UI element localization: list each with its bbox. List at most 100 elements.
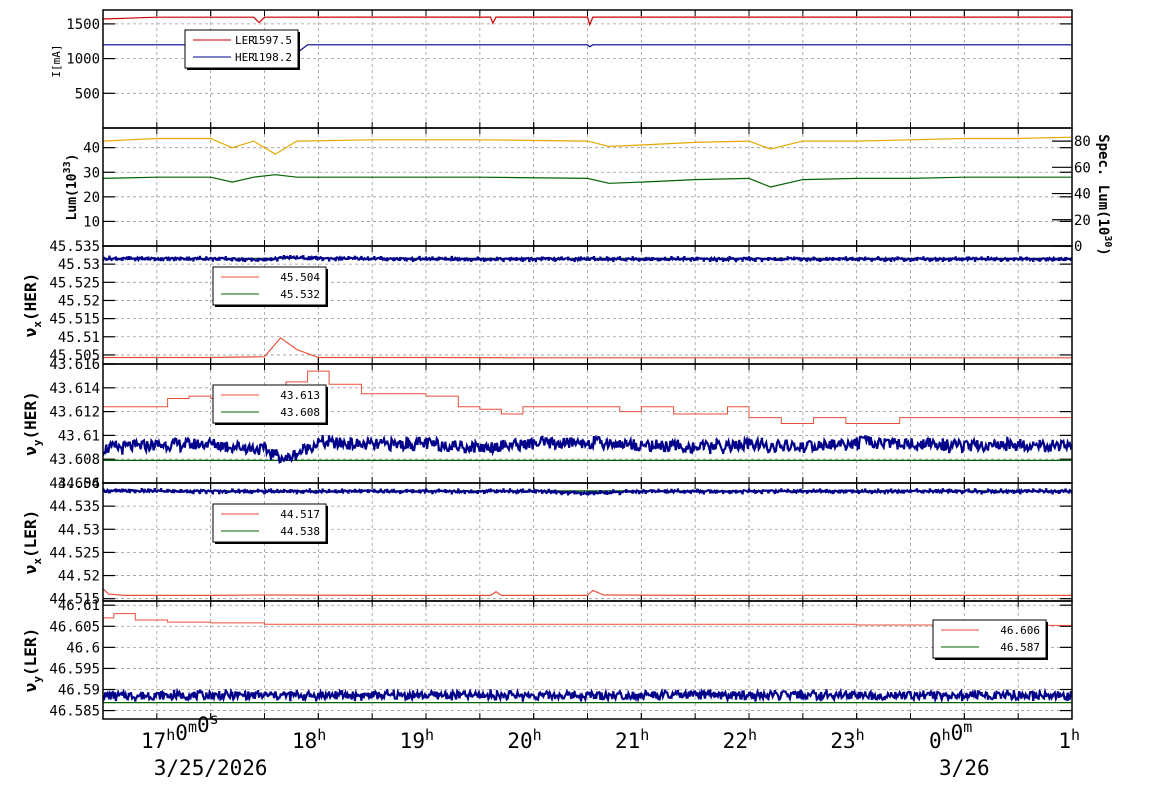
panel-frame bbox=[102, 600, 1073, 720]
series-2-point bbox=[360, 443, 363, 448]
legend-value: 46.587 bbox=[1000, 641, 1040, 654]
series-2-point bbox=[650, 440, 654, 445]
series-2-point bbox=[747, 692, 751, 697]
x-tick-label: 21h bbox=[615, 726, 649, 753]
series-2-point bbox=[851, 444, 854, 449]
series-2-point bbox=[592, 436, 596, 441]
series-2-point bbox=[205, 490, 208, 495]
series-2-point bbox=[657, 488, 660, 493]
series-2-point bbox=[1025, 489, 1028, 494]
series-2-point bbox=[773, 490, 777, 495]
series-2-point bbox=[237, 257, 240, 262]
series-2-point bbox=[896, 256, 899, 261]
series-2-point bbox=[599, 439, 602, 444]
series-2-point bbox=[637, 257, 641, 262]
series-2-point bbox=[431, 490, 434, 495]
series-2-point bbox=[935, 443, 938, 448]
y2-axis-label-end: ) bbox=[1095, 247, 1111, 255]
series-2-point bbox=[877, 488, 880, 493]
series-2-point bbox=[935, 695, 938, 700]
series-2-point bbox=[741, 690, 744, 695]
x-tick-label: 17h0m0s bbox=[141, 710, 219, 753]
series-2-point bbox=[864, 488, 867, 493]
series-2-point bbox=[663, 256, 667, 261]
series-2-point bbox=[625, 489, 628, 494]
y-tick-label: 43.606 bbox=[49, 476, 100, 492]
series-2-point bbox=[224, 489, 227, 494]
series-2-point bbox=[334, 257, 337, 262]
series-2-point bbox=[954, 694, 957, 699]
series-2-point bbox=[211, 692, 215, 697]
series-2-point bbox=[166, 488, 169, 493]
series-2-point bbox=[554, 257, 557, 262]
series-2-point bbox=[709, 450, 712, 455]
series-2-point bbox=[812, 256, 815, 261]
series-2-point bbox=[121, 488, 124, 493]
series-2-point bbox=[825, 443, 828, 448]
series-2-point bbox=[760, 490, 764, 495]
series-2-point bbox=[663, 689, 667, 694]
series-2-point bbox=[541, 256, 544, 261]
series-2-point bbox=[812, 488, 815, 493]
series-2-point bbox=[276, 257, 279, 262]
series-2-point bbox=[689, 449, 693, 454]
series-2-point bbox=[831, 490, 835, 495]
series-2-point bbox=[702, 690, 705, 695]
series-2-point bbox=[793, 442, 796, 447]
series-2-point bbox=[941, 438, 944, 443]
series-2-point bbox=[1038, 690, 1041, 695]
series-2-point bbox=[502, 439, 505, 444]
y-axis-label-symbol: ν bbox=[21, 328, 40, 338]
series-2-point bbox=[470, 489, 473, 494]
series-2-point bbox=[450, 255, 454, 260]
series-2-point bbox=[689, 690, 693, 695]
series-2-point bbox=[973, 690, 977, 695]
series-2-point bbox=[424, 437, 428, 442]
series-2-point bbox=[321, 488, 324, 493]
series-2-point bbox=[805, 695, 809, 700]
series-2-point bbox=[657, 257, 660, 262]
series-2-point bbox=[960, 697, 964, 702]
series-2-point bbox=[618, 491, 621, 496]
series-2-point bbox=[353, 255, 357, 260]
series-2-point bbox=[734, 258, 738, 263]
series-2-point bbox=[1019, 439, 1022, 444]
series-2-point bbox=[302, 696, 305, 701]
series-2-point bbox=[444, 690, 447, 695]
y-axis-label: νx(HER) bbox=[21, 273, 44, 337]
series-2-point bbox=[915, 256, 919, 261]
y-axis-label-rest: (LER) bbox=[21, 628, 40, 676]
series-2-point bbox=[644, 690, 647, 695]
series-2-point bbox=[986, 446, 990, 451]
series-2-point bbox=[1006, 437, 1009, 442]
y-tick-label: 44.525 bbox=[49, 545, 100, 561]
series-2-point bbox=[321, 257, 324, 262]
series-2-point bbox=[327, 435, 331, 440]
series-2-point bbox=[114, 440, 118, 445]
series-2-point bbox=[379, 439, 382, 444]
series-2-point bbox=[702, 445, 705, 450]
series-2-point bbox=[909, 258, 912, 263]
series-2-point bbox=[928, 488, 932, 493]
y-tick-label: 45.505 bbox=[49, 348, 100, 364]
series-2-point bbox=[793, 489, 796, 494]
y-axis-label-symbol: ν bbox=[21, 683, 40, 693]
series-2-point bbox=[586, 491, 589, 496]
y-tick-label: 30 bbox=[83, 165, 100, 181]
series-2-point bbox=[353, 488, 357, 493]
x-tick-label-value: 0 bbox=[175, 721, 188, 745]
series-2-point bbox=[754, 257, 757, 262]
legend: 44.517 44.538 bbox=[212, 503, 328, 544]
series-2-point bbox=[405, 488, 408, 493]
y-tick-label: 44.535 bbox=[49, 499, 100, 515]
series-2-point bbox=[625, 257, 628, 262]
series-2-point bbox=[870, 440, 873, 445]
y2-tick-label: 0 bbox=[1074, 239, 1082, 255]
y-axis-label-base: Lum(10 bbox=[65, 173, 80, 220]
series-2-point bbox=[179, 489, 182, 494]
x-tick-label-unit: h bbox=[533, 726, 542, 744]
series-2-point bbox=[134, 697, 137, 702]
series-2-point bbox=[166, 256, 169, 261]
